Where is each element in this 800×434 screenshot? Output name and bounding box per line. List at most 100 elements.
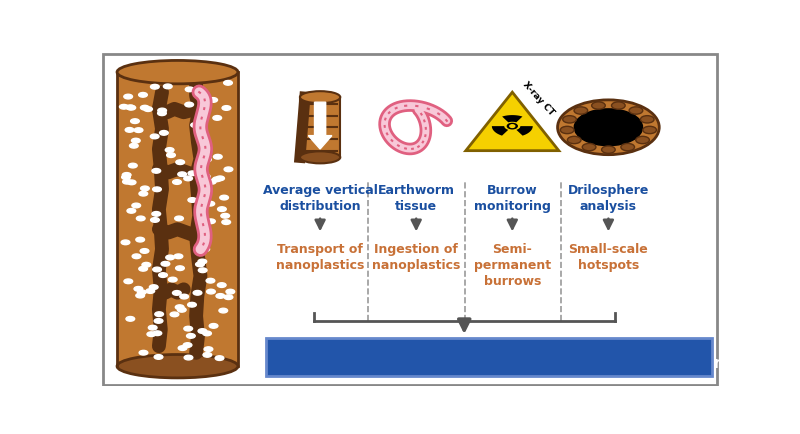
FancyArrow shape — [308, 102, 332, 149]
Ellipse shape — [629, 107, 642, 114]
Circle shape — [196, 163, 205, 168]
Circle shape — [122, 175, 130, 180]
Circle shape — [221, 214, 230, 218]
Circle shape — [150, 217, 159, 222]
Circle shape — [220, 195, 229, 200]
Circle shape — [201, 247, 210, 252]
Circle shape — [134, 128, 143, 132]
Circle shape — [198, 268, 207, 273]
Circle shape — [222, 105, 230, 110]
Circle shape — [159, 131, 168, 135]
Circle shape — [202, 157, 211, 162]
Circle shape — [121, 240, 130, 245]
Text: Drilosphere
analysis: Drilosphere analysis — [568, 184, 649, 213]
Circle shape — [152, 168, 161, 173]
Text: Ingestion of
nanoplastics: Ingestion of nanoplastics — [372, 243, 460, 272]
Circle shape — [198, 259, 206, 264]
Circle shape — [174, 216, 183, 221]
Ellipse shape — [300, 91, 340, 103]
Circle shape — [166, 153, 175, 158]
Text: Deep vertical transport of nanoplastics by: Deep vertical transport of nanoplastics … — [298, 341, 680, 356]
Ellipse shape — [602, 146, 615, 153]
Circle shape — [158, 111, 166, 115]
Circle shape — [224, 80, 232, 85]
Circle shape — [222, 220, 230, 224]
Circle shape — [154, 355, 163, 359]
Text: X-ray CT: X-ray CT — [521, 80, 556, 118]
Ellipse shape — [582, 143, 596, 151]
Bar — [300, 97, 340, 158]
Circle shape — [136, 293, 145, 298]
Circle shape — [141, 186, 150, 191]
Circle shape — [193, 290, 202, 295]
Text: Earthworm
tissue: Earthworm tissue — [378, 184, 454, 213]
Circle shape — [129, 163, 137, 168]
Circle shape — [127, 180, 136, 185]
Circle shape — [124, 279, 133, 284]
Circle shape — [183, 343, 192, 347]
Circle shape — [188, 197, 197, 202]
Circle shape — [186, 334, 195, 338]
Circle shape — [224, 167, 233, 172]
Circle shape — [184, 176, 193, 181]
Circle shape — [558, 100, 659, 155]
Circle shape — [190, 123, 199, 128]
Circle shape — [146, 289, 154, 293]
Circle shape — [507, 123, 518, 129]
Circle shape — [219, 308, 228, 313]
Circle shape — [148, 326, 157, 330]
Text: Transport of
nanoplastics: Transport of nanoplastics — [276, 243, 364, 272]
Circle shape — [178, 307, 186, 312]
Circle shape — [124, 94, 133, 99]
Circle shape — [226, 289, 234, 294]
Circle shape — [139, 350, 148, 355]
Text: Average vertical
distribution: Average vertical distribution — [262, 184, 378, 213]
Circle shape — [184, 355, 193, 360]
Circle shape — [150, 134, 159, 139]
Circle shape — [127, 105, 136, 110]
Circle shape — [215, 356, 224, 361]
Polygon shape — [516, 126, 533, 136]
Circle shape — [206, 219, 215, 224]
Circle shape — [153, 267, 162, 272]
Circle shape — [176, 160, 185, 164]
Ellipse shape — [643, 126, 657, 134]
Circle shape — [216, 294, 225, 298]
Circle shape — [202, 174, 210, 179]
Circle shape — [126, 105, 134, 110]
Circle shape — [152, 211, 161, 216]
Circle shape — [188, 171, 197, 176]
Circle shape — [139, 266, 147, 271]
Polygon shape — [466, 92, 558, 151]
Ellipse shape — [641, 115, 654, 123]
Circle shape — [154, 319, 163, 323]
Circle shape — [132, 203, 141, 208]
Circle shape — [138, 92, 147, 97]
Text: L. terrestris: L. terrestris — [382, 356, 489, 371]
Circle shape — [214, 155, 222, 159]
Circle shape — [130, 143, 138, 148]
Bar — [266, 338, 712, 376]
Circle shape — [119, 105, 128, 109]
Circle shape — [178, 346, 187, 350]
Text: Semi-
permanent
burrows: Semi- permanent burrows — [474, 243, 551, 288]
Circle shape — [127, 208, 136, 213]
Circle shape — [213, 115, 222, 120]
Circle shape — [176, 266, 184, 270]
Ellipse shape — [574, 107, 588, 114]
Circle shape — [198, 329, 206, 333]
Circle shape — [210, 323, 218, 328]
Circle shape — [175, 305, 184, 309]
Circle shape — [139, 191, 148, 196]
Circle shape — [166, 255, 174, 260]
Ellipse shape — [117, 60, 238, 84]
Circle shape — [186, 87, 194, 92]
Circle shape — [155, 312, 163, 316]
Circle shape — [196, 214, 205, 218]
Circle shape — [207, 180, 216, 184]
Ellipse shape — [592, 102, 606, 109]
Circle shape — [163, 84, 172, 89]
Bar — [117, 72, 238, 366]
Text: Burrow
monitoring: Burrow monitoring — [474, 184, 550, 213]
Circle shape — [178, 172, 186, 177]
